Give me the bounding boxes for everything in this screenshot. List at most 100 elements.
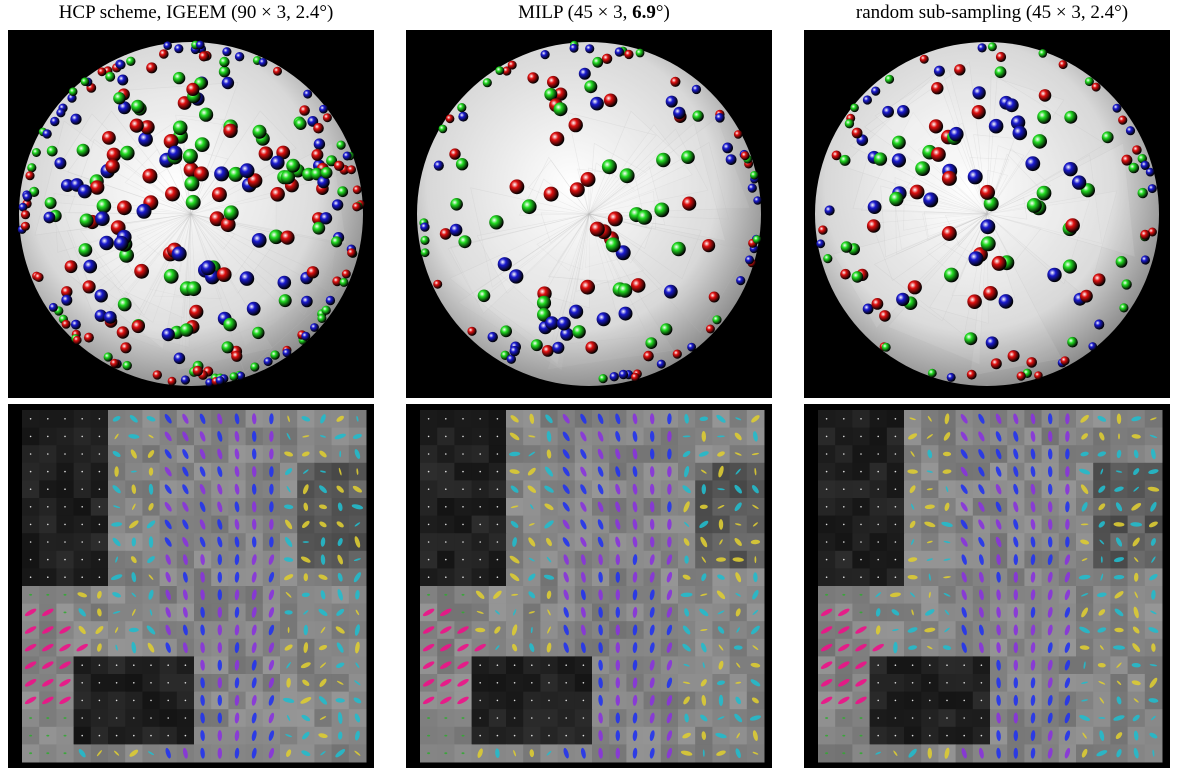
caption-random: random sub-sampling (45 × 3, 2.4°) <box>855 2 1129 23</box>
sample-point <box>660 323 673 336</box>
sample-point <box>182 148 198 164</box>
sample-point <box>1094 319 1105 330</box>
sample-point <box>152 370 162 380</box>
sample-point <box>1071 175 1087 190</box>
sample-point <box>455 158 469 171</box>
sample-point <box>530 339 543 352</box>
sample-point <box>294 118 307 130</box>
sample-point <box>1121 154 1133 166</box>
sample-point <box>268 229 284 245</box>
sample-point <box>1025 156 1041 172</box>
sample-point <box>1012 125 1028 141</box>
sample-point <box>138 132 153 147</box>
sample-point <box>449 223 463 237</box>
sample-point <box>103 311 117 324</box>
sample-point <box>967 169 983 185</box>
sample-point <box>506 354 516 364</box>
sample-point <box>64 260 78 274</box>
sample-point <box>891 153 906 168</box>
sample-point <box>725 154 737 165</box>
sphere-surface <box>417 42 761 386</box>
sample-point <box>273 66 282 76</box>
sample-point <box>839 154 851 166</box>
sample-point <box>222 47 232 57</box>
sample-point <box>467 326 477 336</box>
sample-point <box>601 159 617 175</box>
sample-point <box>439 228 452 240</box>
sample-point <box>116 60 126 70</box>
sample-point <box>113 92 126 105</box>
sample-point <box>1128 162 1140 174</box>
sample-point <box>223 205 239 221</box>
sample-point <box>438 124 448 134</box>
sample-point <box>1067 336 1078 348</box>
sample-point <box>866 219 881 233</box>
sample-point <box>823 254 833 264</box>
sample-point <box>219 56 230 68</box>
sample-point <box>321 305 331 315</box>
sample-point <box>449 148 461 160</box>
sample-point <box>983 286 998 301</box>
sphere-panel-random <box>804 30 1170 398</box>
sample-point <box>687 342 696 352</box>
sample-point <box>142 168 158 184</box>
sample-point <box>83 259 98 274</box>
sample-point <box>44 197 57 209</box>
sample-point <box>560 327 574 341</box>
sample-point <box>592 56 604 68</box>
sample-point <box>317 175 330 189</box>
sample-point <box>97 67 107 77</box>
sample-point <box>882 105 894 118</box>
sample-point <box>117 297 132 312</box>
sample-point <box>589 221 605 237</box>
sample-point <box>884 74 895 84</box>
sample-point <box>831 150 842 161</box>
sample-point <box>214 166 230 182</box>
sample-point <box>944 267 959 283</box>
sample-point <box>231 350 243 362</box>
sample-point <box>433 279 443 289</box>
sample-point <box>1038 89 1052 102</box>
sample-point <box>569 182 585 198</box>
sample-point <box>654 202 670 218</box>
sample-point <box>928 119 944 134</box>
sample-point <box>258 146 273 161</box>
sample-point <box>122 360 132 371</box>
sample-point <box>1065 218 1080 233</box>
sample-point <box>105 159 120 174</box>
sample-point <box>557 316 571 331</box>
sample-point <box>46 145 58 157</box>
sample-point <box>282 348 292 358</box>
sample-point <box>218 66 231 78</box>
sample-point <box>105 71 116 82</box>
sample-point <box>580 279 595 295</box>
sample-point <box>824 205 835 216</box>
sample-point <box>601 53 613 64</box>
sample-point <box>521 199 537 215</box>
sample-point <box>220 217 236 233</box>
sample-point <box>1026 198 1042 213</box>
sample-point <box>1038 49 1048 58</box>
sample-point <box>909 184 925 200</box>
sample-point <box>299 105 310 116</box>
sample-point <box>239 271 255 286</box>
sample-point <box>1032 134 1047 149</box>
sample-point <box>1063 162 1078 177</box>
sample-point <box>173 352 186 365</box>
sample-point <box>117 74 129 86</box>
sample-point <box>618 306 633 321</box>
sample-point <box>331 199 344 211</box>
sample-point <box>223 123 238 138</box>
sample-point <box>457 103 467 113</box>
sample-point <box>50 116 60 127</box>
sample-point <box>988 118 1004 134</box>
sample-point <box>549 131 565 147</box>
sample-point <box>120 145 135 161</box>
sample-point <box>251 233 267 248</box>
sample-point <box>635 48 645 58</box>
sample-point <box>336 140 346 150</box>
sample-point <box>630 278 646 293</box>
sample-point <box>342 151 352 161</box>
sample-point <box>172 120 188 136</box>
sample-point <box>96 198 112 214</box>
